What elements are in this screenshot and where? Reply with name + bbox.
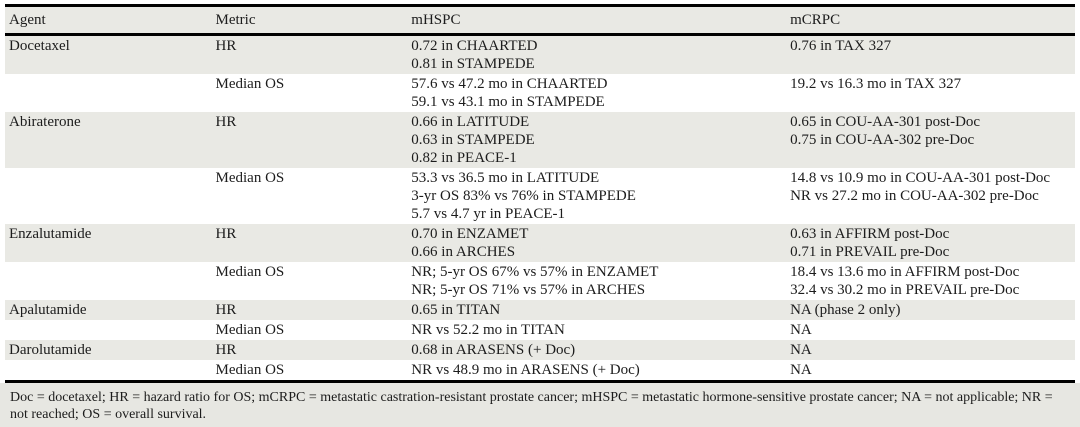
mcrpc-cell: NA	[790, 322, 812, 338]
agent-cell: Apalutamide	[9, 302, 87, 318]
agent-trials-table: Agent Metric mHSPC mCRPC Docetaxel HR 0.…	[5, 4, 1075, 383]
metric-cell: Median OS	[215, 170, 285, 186]
mhspc-cell: 0.65 in TITAN	[411, 302, 501, 318]
metric-cell: Median OS	[215, 322, 285, 338]
mhspc-cell: 0.72 in CHAARTED 0.81 in STAMPEDE	[411, 38, 538, 72]
mcrpc-cell: 0.76 in TAX 327	[790, 38, 892, 54]
metric-cell: Median OS	[215, 76, 285, 92]
table-row: Docetaxel HR 0.72 in CHAARTED 0.81 in ST…	[5, 34, 1075, 74]
mhspc-cell: 0.68 in ARASENS (+ Doc)	[411, 342, 576, 358]
metric-cell: HR	[215, 38, 237, 54]
column-header-agent: Agent	[5, 5, 212, 36]
column-header-mhspc: mHSPC	[407, 5, 787, 36]
metric-cell: Median OS	[215, 264, 285, 280]
metric-cell: HR	[215, 302, 237, 318]
mcrpc-cell: NA	[790, 342, 812, 358]
column-header-metric: Metric	[211, 5, 408, 36]
agent-cell: Enzalutamide	[9, 226, 92, 242]
agent-cell: Darolutamide	[9, 342, 92, 358]
metric-cell: Median OS	[215, 362, 285, 378]
mhspc-cell: 57.6 vs 47.2 mo in CHAARTED 59.1 vs 43.1…	[411, 76, 608, 110]
mhspc-cell: NR; 5-yr OS 67% vs 57% in ENZAMET NR; 5-…	[411, 264, 659, 298]
mcrpc-cell: 18.4 vs 13.6 mo in AFFIRM post-Doc 32.4 …	[790, 264, 1020, 298]
mhspc-cell: 0.70 in ENZAMET 0.66 in ARCHES	[411, 226, 529, 260]
mcrpc-cell: 0.65 in COU-AA-301 post-Doc 0.75 in COU-…	[790, 114, 981, 148]
mcrpc-cell: 14.8 vs 10.9 mo in COU-AA-301 post-Doc N…	[790, 170, 1051, 204]
agent-cell	[5, 262, 212, 300]
table-container: Agent Metric mHSPC mCRPC Docetaxel HR 0.…	[0, 4, 1080, 383]
table-footnote: Doc = docetaxel; HR = hazard ratio for O…	[0, 383, 1080, 427]
mcrpc-cell: 19.2 vs 16.3 mo in TAX 327	[790, 76, 962, 92]
table-row: Median OS NR vs 52.2 mo in TITAN NA	[5, 320, 1075, 340]
mhspc-cell: NR vs 48.9 mo in ARASENS (+ Doc)	[411, 362, 640, 378]
mhspc-cell: 0.66 in LATITUDE 0.63 in STAMPEDE 0.82 i…	[411, 114, 535, 166]
header-row: Agent Metric mHSPC mCRPC	[5, 5, 1075, 36]
table-row: Abiraterone HR 0.66 in LATITUDE 0.63 in …	[5, 112, 1075, 168]
table-row: Enzalutamide HR 0.70 in ENZAMET 0.66 in …	[5, 224, 1075, 262]
table-row: Median OS NR vs 48.9 mo in ARASENS (+ Do…	[5, 360, 1075, 382]
table-row: Median OS 57.6 vs 47.2 mo in CHAARTED 59…	[5, 74, 1075, 112]
mcrpc-cell: NA	[790, 362, 812, 378]
agent-cell	[5, 74, 212, 112]
table-header: Agent Metric mHSPC mCRPC	[5, 5, 1075, 36]
mhspc-cell: NR vs 52.2 mo in TITAN	[411, 322, 565, 338]
table-row: Apalutamide HR 0.65 in TITAN NA (phase 2…	[5, 300, 1075, 320]
agent-cell: Docetaxel	[9, 38, 70, 54]
table-row: Median OS NR; 5-yr OS 67% vs 57% in ENZA…	[5, 262, 1075, 300]
metric-cell: HR	[215, 226, 237, 242]
metric-cell: HR	[215, 342, 237, 358]
table-row: Darolutamide HR 0.68 in ARASENS (+ Doc) …	[5, 340, 1075, 360]
metric-cell: HR	[215, 114, 237, 130]
mcrpc-cell: NA (phase 2 only)	[790, 302, 901, 318]
mcrpc-cell: 0.63 in AFFIRM post-Doc 0.71 in PREVAIL …	[790, 226, 950, 260]
mhspc-cell: 53.3 vs 36.5 mo in LATITUDE 3-yr OS 83% …	[411, 170, 636, 222]
table-body: Docetaxel HR 0.72 in CHAARTED 0.81 in ST…	[5, 34, 1075, 382]
agent-cell	[5, 168, 212, 224]
agent-cell	[5, 320, 212, 340]
column-header-mcrpc: mCRPC	[786, 5, 1075, 36]
table-row: Median OS 53.3 vs 36.5 mo in LATITUDE 3-…	[5, 168, 1075, 224]
agent-cell	[5, 360, 212, 382]
agent-cell: Abiraterone	[9, 114, 81, 130]
